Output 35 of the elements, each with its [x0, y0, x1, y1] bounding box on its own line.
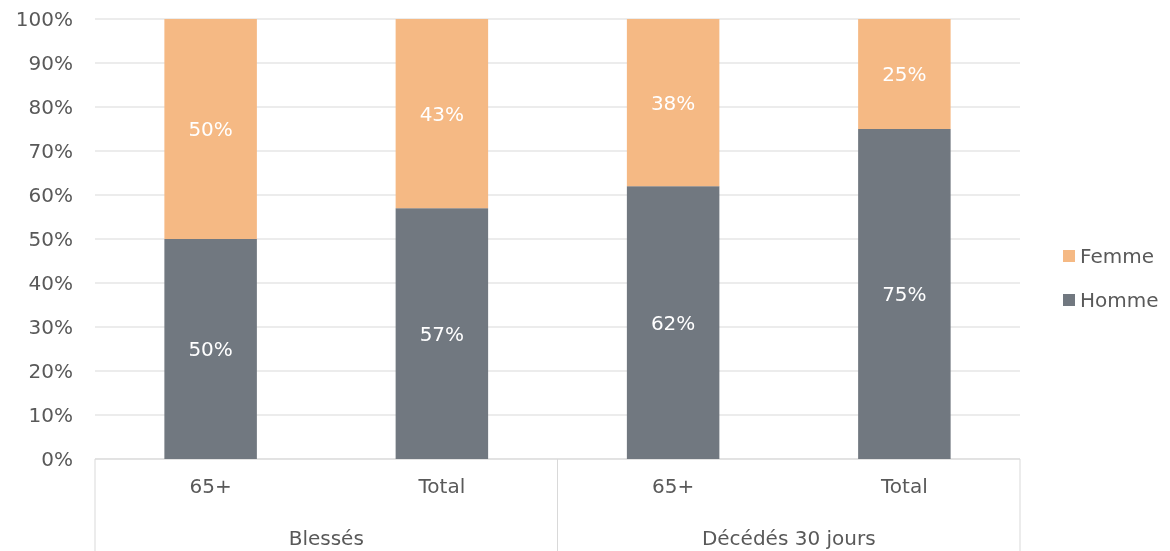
bar — [858, 129, 951, 459]
y-tick-label: 50% — [28, 226, 73, 251]
text: Blessés — [288, 526, 364, 550]
data-label: 50% — [188, 117, 233, 141]
y-tick-label: 60% — [28, 182, 73, 207]
bar — [395, 208, 489, 459]
bar — [395, 19, 489, 209]
bar — [626, 186, 720, 459]
y-tick-label: 90% — [28, 50, 73, 75]
legend-label: Homme — [1080, 288, 1159, 312]
bar — [626, 19, 720, 187]
bar — [164, 19, 257, 239]
data-label: 57% — [419, 321, 465, 346]
data-label: 38% — [650, 90, 696, 115]
legend-label: Femme — [1080, 244, 1154, 268]
data-label: 75% — [882, 282, 927, 306]
data-label: 43% — [419, 101, 465, 126]
y-tick-label: 100% — [15, 6, 73, 31]
x-tick-label: Total — [417, 474, 466, 499]
y-tick-label: 10% — [28, 402, 73, 427]
data-label: 50% — [188, 337, 233, 361]
y-tick-label: 20% — [28, 358, 73, 383]
y-tick-label: 70% — [28, 138, 73, 163]
bar — [858, 19, 951, 129]
x-tick-label: 65+ — [652, 474, 695, 499]
y-tick-label: 30% — [28, 314, 73, 339]
y-tick-label: 0% — [41, 446, 73, 471]
x-tick-label: 65+ — [189, 474, 232, 499]
data-label: 62% — [650, 310, 696, 335]
data-label: 25% — [882, 62, 927, 86]
text: Décédés 30 jours — [701, 526, 876, 550]
bar — [164, 239, 257, 459]
y-tick-label: 80% — [28, 94, 73, 119]
x-tick-label: Total — [880, 474, 928, 499]
y-tick-label: 40% — [28, 270, 73, 295]
